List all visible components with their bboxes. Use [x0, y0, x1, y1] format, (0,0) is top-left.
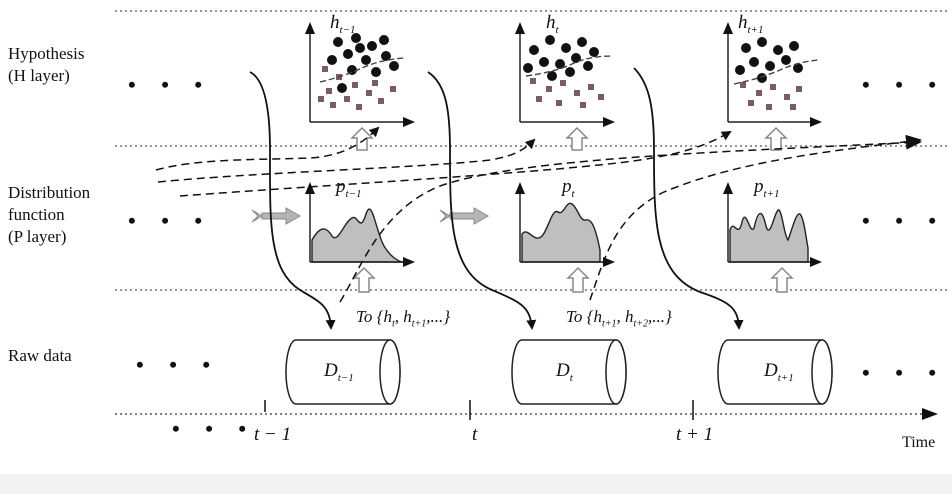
up-arrow-h1	[350, 126, 374, 151]
p-side-arrow-1	[251, 207, 302, 225]
label-transfer-1: To {ht, ht+1,...}	[356, 307, 451, 330]
label-raw-layer: Raw data	[8, 345, 72, 367]
distribution-plot-2	[515, 182, 615, 267]
up-arrow-p3	[770, 266, 794, 293]
dashed-curve-3	[179, 130, 732, 197]
label-raw-line1: Raw data	[8, 346, 72, 365]
label-d-1: Dt−1	[324, 360, 354, 384]
label-distribution-line2: function	[8, 205, 65, 224]
p2-y-arrow	[515, 182, 525, 194]
label-h-1: ht−1	[330, 12, 356, 36]
p1-y-arrow	[305, 182, 315, 194]
hypothesis-plot-3	[723, 22, 822, 127]
ellipsis-h-left: • • •	[128, 72, 213, 97]
data-cylinders	[285, 339, 833, 405]
label-d-2: Dt	[556, 360, 573, 384]
hypothesis-plot-2	[515, 22, 615, 127]
cylinder-2	[511, 339, 627, 405]
time-axis-label: Time	[902, 434, 936, 451]
h2-squares	[530, 78, 604, 108]
ellipsis-raw-left: • • •	[136, 352, 221, 377]
ellipsis-time-left: • • •	[172, 416, 257, 441]
ellipsis-h-right: • • •	[862, 72, 947, 97]
dashed-transfers	[155, 126, 922, 303]
time-axis	[115, 400, 938, 420]
flow-curves	[249, 67, 744, 330]
distribution-plot-3	[723, 182, 822, 267]
up-arrow-p1	[352, 266, 376, 293]
h3-y-arrow	[723, 22, 733, 34]
time-tick-label-3: t + 1	[676, 424, 714, 445]
h1-x-arrow	[403, 117, 415, 127]
h3-boundary	[733, 59, 819, 85]
up-arrow-p2	[566, 266, 590, 293]
label-p-1: pt−1	[336, 176, 362, 200]
label-transfer-2: To {ht+1, ht+2,...}	[566, 307, 672, 330]
label-p-2: pt	[562, 176, 575, 200]
ellipsis-p-left: • • •	[128, 208, 213, 233]
label-d-3: Dt+1	[764, 360, 794, 384]
h2-y-arrow	[515, 22, 525, 34]
label-hypothesis-line1: Hypothesis	[8, 44, 85, 63]
dashed-curve-4	[339, 135, 922, 303]
p1-x-arrow	[403, 257, 415, 267]
dashed-curve-1	[155, 126, 380, 171]
p-side-arrow-2	[439, 207, 490, 225]
label-hypothesis-layer: Hypothesis (H layer)	[8, 43, 85, 87]
p2-x-arrow	[603, 257, 615, 267]
h1-squares	[318, 66, 396, 110]
h3-circles	[735, 37, 803, 83]
h2-boundary	[525, 55, 613, 77]
flow-curve-1	[249, 71, 336, 330]
label-distribution-line1: Distribution	[8, 183, 91, 202]
flow-curve-2	[427, 71, 537, 330]
ellipsis-raw-right: • • •	[862, 360, 947, 385]
h3-squares	[740, 82, 802, 110]
p3-density	[729, 209, 809, 263]
h2-x-arrow	[603, 117, 615, 127]
h1-circles	[327, 33, 399, 93]
h2-circles	[523, 35, 599, 81]
label-h-3: ht+1	[738, 12, 764, 36]
p1-density	[311, 208, 405, 263]
cylinder-3	[717, 339, 833, 405]
cylinder-1	[285, 339, 401, 405]
up-arrow-h2	[565, 126, 589, 151]
p-to-h-arrows	[350, 126, 788, 151]
bottom-strip	[0, 474, 952, 494]
h1-boundary	[319, 57, 405, 83]
time-tick-label-1: t − 1	[254, 424, 292, 445]
p-transfer-arrows	[251, 207, 490, 225]
label-p-3: pt+1	[754, 176, 780, 200]
p2-density	[521, 202, 601, 263]
p3-x-arrow	[810, 257, 822, 267]
flow-curve-3	[633, 67, 744, 330]
h3-x-arrow	[810, 117, 822, 127]
time-tick-label-2: t	[472, 424, 478, 445]
raw-to-p-arrows	[352, 266, 794, 293]
label-distribution-line3: (P layer)	[8, 227, 67, 246]
label-h-2: ht	[546, 12, 559, 36]
label-hypothesis-line2: (H layer)	[8, 66, 70, 85]
h1-y-arrow	[305, 22, 315, 34]
label-distribution-layer: Distribution function (P layer)	[8, 182, 90, 248]
dashed-curve-5	[589, 134, 922, 301]
up-arrow-h3	[764, 126, 788, 151]
hypothesis-plot-1	[305, 22, 415, 127]
time-axis-arrowhead	[922, 408, 938, 420]
ellipsis-p-right: • • •	[862, 208, 947, 233]
distribution-plot-1	[305, 182, 415, 267]
p3-y-arrow	[723, 182, 733, 194]
